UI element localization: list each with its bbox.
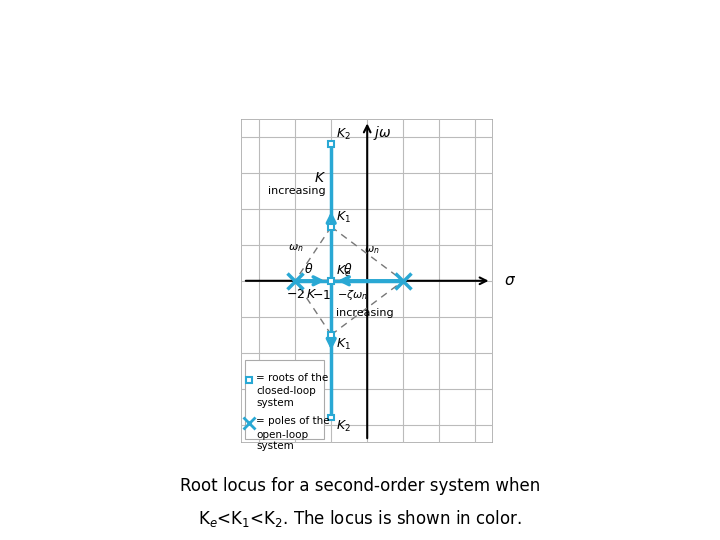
Text: open-loop: open-loop <box>256 429 308 440</box>
Bar <box>328 278 334 284</box>
Text: K$_e$<K$_1$<K$_2$. The locus is shown in color.: K$_e$<K$_1$<K$_2$. The locus is shown in… <box>198 508 522 529</box>
Text: $K_1$: $K_1$ <box>336 210 351 225</box>
Text: Root locus for a second-order system when: Root locus for a second-order system whe… <box>180 477 540 495</box>
Text: $K_2$: $K_2$ <box>336 420 351 435</box>
Text: $K_2$: $K_2$ <box>336 127 351 142</box>
Text: $\omega_n$: $\omega_n$ <box>364 244 379 256</box>
Bar <box>328 141 334 147</box>
Text: system: system <box>256 398 294 408</box>
Text: system: system <box>256 441 294 451</box>
Text: $-1$: $-1$ <box>312 289 331 302</box>
Text: $K_e$: $K_e$ <box>336 264 351 279</box>
Bar <box>246 376 253 383</box>
Bar <box>328 332 334 338</box>
Text: $K_1$: $K_1$ <box>336 336 351 352</box>
Text: $j\omega$: $j\omega$ <box>373 124 391 142</box>
Bar <box>328 415 334 421</box>
Text: increasing: increasing <box>336 308 394 318</box>
Text: closed-loop: closed-loop <box>256 386 316 396</box>
Text: $\theta$: $\theta$ <box>304 262 314 276</box>
Bar <box>245 360 324 439</box>
Text: $\sigma$: $\sigma$ <box>504 273 516 288</box>
Text: $K$: $K$ <box>306 288 317 301</box>
Text: $-2$: $-2$ <box>286 288 305 301</box>
Text: = poles of the: = poles of the <box>256 416 330 426</box>
Text: $\omega_n$: $\omega_n$ <box>289 242 305 254</box>
Text: $\theta$: $\theta$ <box>343 262 352 276</box>
Text: = roots of the: = roots of the <box>256 373 328 383</box>
Text: increasing: increasing <box>268 186 326 196</box>
Text: $K$: $K$ <box>314 171 326 185</box>
Text: $-\zeta\omega_n$: $-\zeta\omega_n$ <box>337 288 368 302</box>
Bar <box>328 224 334 230</box>
